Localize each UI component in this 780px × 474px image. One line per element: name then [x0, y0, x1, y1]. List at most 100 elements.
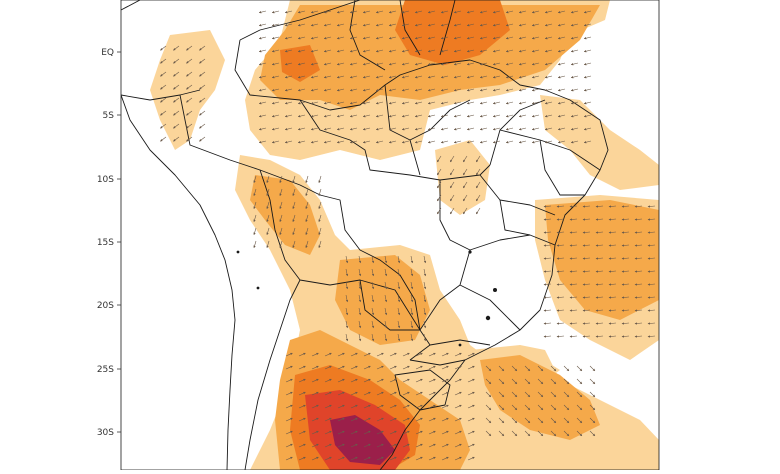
wind-vector-arrow [621, 205, 630, 208]
wind-vector-arrow [453, 36, 462, 40]
wind-vector-arrow [498, 365, 505, 372]
wind-vector-arrow [454, 365, 462, 370]
wind-vector-arrow [583, 140, 592, 144]
wind-vector-arrow [492, 36, 501, 40]
wind-vector-arrow [505, 114, 514, 118]
wind-vector-arrow [441, 378, 449, 383]
wind-vector-arrow [389, 352, 397, 357]
wind-vector-arrow [266, 175, 270, 184]
wind-vector-arrow [350, 352, 358, 357]
wind-vector-arrow [349, 127, 358, 131]
wind-vector-arrow [441, 417, 449, 422]
wind-vector-arrow [621, 244, 630, 247]
wind-vector-arrow [634, 257, 643, 260]
wind-vector-arrow [358, 333, 362, 342]
wind-vector-arrow [476, 207, 481, 215]
wind-vector-arrow [583, 36, 592, 40]
wind-vector-arrow [284, 23, 293, 27]
wind-vector-arrow [388, 88, 397, 92]
wind-vector-arrow [297, 62, 306, 66]
wind-vector-arrow [518, 10, 527, 14]
lat-label-5s: 5S [103, 111, 115, 121]
wind-vector-arrow [253, 175, 257, 184]
wind-vector-arrow [362, 36, 371, 40]
wind-vector-arrow [647, 309, 656, 312]
lat-label-20s: 20S [97, 301, 114, 311]
wind-vector-arrow [402, 391, 410, 396]
wind-vector-arrow [467, 404, 475, 409]
wind-vector-arrow [186, 110, 193, 116]
wind-vector-arrow [440, 114, 449, 118]
wind-vector-arrow [595, 218, 604, 221]
wind-vector-arrow [285, 365, 293, 370]
wind-vector-arrow [349, 101, 358, 105]
wind-vector-arrow [556, 309, 565, 312]
wind-vector-arrow [388, 75, 397, 79]
wind-vector-arrow [550, 365, 557, 372]
wind-vector-arrow [544, 114, 553, 118]
wind-vector-arrow [608, 218, 617, 221]
wind-vector-arrow [415, 443, 423, 448]
wind-vector-arrow [454, 443, 462, 448]
wind-vector-arrow [279, 214, 283, 223]
wind-vector-arrow [350, 391, 358, 396]
wind-vector-arrow [634, 270, 643, 273]
wind-vector-arrow [543, 283, 552, 286]
wind-vector-arrow [454, 391, 462, 396]
wind-vector-arrow [415, 404, 423, 409]
wind-vector-arrow [423, 268, 427, 277]
wind-vector-arrow [414, 75, 423, 79]
wind-vector-arrow [531, 10, 540, 14]
wind-vector-arrow [557, 127, 566, 131]
wind-vector-arrow [428, 417, 436, 422]
wind-vector-arrow [362, 23, 371, 27]
wind-vector-arrow [173, 110, 180, 116]
wind-vector-arrow [582, 231, 591, 234]
shading-max [330, 415, 395, 465]
wind-vector-arrow [543, 296, 552, 299]
wind-vector-arrow [336, 127, 345, 131]
wind-vector-arrow [310, 75, 319, 79]
wind-vector-arrow [466, 101, 475, 105]
wind-vector-arrow [556, 283, 565, 286]
wind-vector-arrow [350, 378, 358, 383]
wind-vector-arrow [305, 214, 309, 223]
wind-vector-arrow [454, 404, 462, 409]
wind-vector-arrow [647, 335, 656, 338]
wind-vector-arrow [595, 283, 604, 286]
wind-vector-arrow [362, 62, 371, 66]
wind-vector-arrow [570, 75, 579, 79]
wind-vector-arrow [284, 36, 293, 40]
wind-vector-arrow [492, 114, 501, 118]
wind-vector-arrow [595, 335, 604, 338]
wind-vector-arrow [518, 75, 527, 79]
wind-vector-arrow [415, 417, 423, 422]
wind-vector-arrow [324, 365, 332, 370]
wind-vector-arrow [160, 97, 167, 103]
wind-vector-arrow [511, 391, 518, 398]
wind-vector-arrow [427, 36, 436, 40]
wind-vector-arrow [271, 75, 280, 79]
wind-vector-arrow [415, 378, 423, 383]
wind-vector-arrow [414, 114, 423, 118]
wind-vector-arrow [388, 36, 397, 40]
wind-vector-arrow [647, 270, 656, 273]
wind-vector-arrow [173, 71, 180, 77]
wind-vector-arrow [311, 378, 319, 383]
wind-vector-arrow [583, 23, 592, 27]
wind-vector-arrow [608, 322, 617, 325]
wind-vector-arrow [570, 127, 579, 131]
wind-vector-arrow [298, 404, 306, 409]
wind-vector-arrow [570, 101, 579, 105]
wind-vector-arrow [279, 240, 283, 249]
wind-vector-arrow [298, 391, 306, 396]
wind-vector-arrow [284, 75, 293, 79]
wind-vector-arrow [569, 270, 578, 273]
wind-vector-arrow [479, 101, 488, 105]
wind-vector-arrow [297, 75, 306, 79]
wind-vector-arrow [634, 296, 643, 299]
wind-vector-arrow [518, 62, 527, 66]
wind-vector-arrow [423, 255, 427, 264]
wind-vector-arrow [388, 114, 397, 118]
wind-vector-arrow [437, 168, 442, 176]
